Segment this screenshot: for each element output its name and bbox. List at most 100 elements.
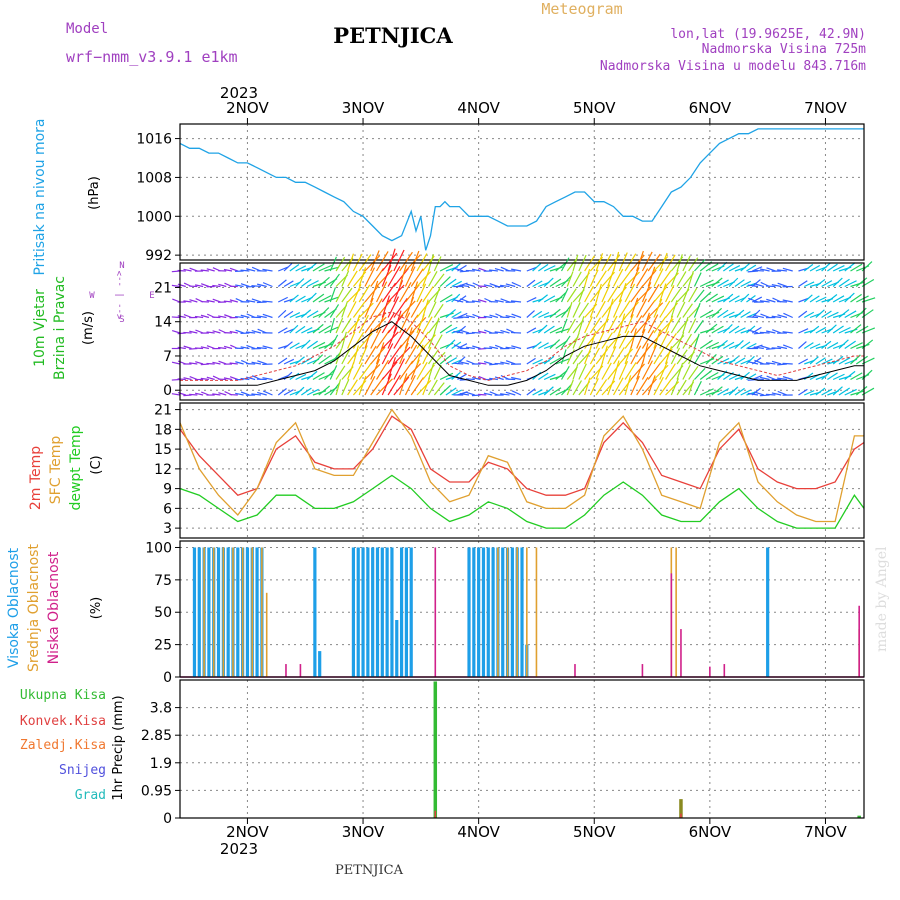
wind-arrow: [723, 341, 735, 350]
wind-arrow: [688, 379, 695, 396]
wind-arrow: [584, 346, 592, 365]
wind-arrow: [466, 391, 475, 396]
wind-arrow: [538, 311, 550, 319]
wind-arrow: [777, 269, 788, 272]
wind-arrow: [777, 282, 788, 288]
wind-arrow: [457, 356, 466, 365]
wind-arrow: [335, 256, 346, 272]
cloud-bar: [675, 547, 677, 677]
wind-arrow: [728, 264, 741, 272]
wind-arrow: [636, 250, 644, 272]
legend-konvek-kisa: Konvek.Kisa: [20, 714, 106, 729]
wind-arrow: [318, 264, 332, 272]
date-label-top: 7NOV: [804, 99, 847, 117]
cloud-bar: [261, 547, 263, 677]
wind-arrow: [798, 310, 808, 318]
wind-arrow: [601, 362, 612, 380]
wind-arrow: [584, 364, 596, 380]
wind-arrow: [613, 347, 625, 365]
wind-arrow: [183, 268, 192, 272]
cloud-bar: [212, 547, 215, 677]
cloud-bar: [351, 547, 356, 677]
compass-north: N: [119, 261, 124, 271]
wind-arrow: [235, 284, 244, 288]
cloud-ylabel-1: Visoka Oblacnost: [6, 547, 22, 668]
wind-arrow: [289, 264, 300, 272]
wind-arrow: [618, 348, 634, 365]
wind-arrow: [532, 389, 543, 396]
wind-arrow: [500, 361, 510, 365]
wind-arrow: [312, 354, 324, 365]
temperature-ytick-label: 15: [154, 442, 172, 458]
wind-arrow: [505, 315, 516, 319]
wind-arrow: [728, 295, 740, 303]
cloud-bar: [467, 547, 471, 677]
wind-arrow: [489, 282, 499, 288]
wind-arrow: [630, 363, 645, 380]
temperature-ytick-label: 9: [163, 482, 172, 498]
temperature-frame: [179, 402, 865, 539]
wind-arrow: [393, 328, 407, 349]
wind-arrow: [347, 253, 355, 272]
wind-arrow: [815, 296, 827, 303]
wind-arrow: [494, 331, 504, 334]
wind-arrow: [206, 376, 215, 381]
precip-ylabel: 1hr Precip (mm): [111, 695, 126, 800]
cloud-bar: [641, 664, 644, 677]
wind-arrow: [295, 325, 306, 334]
wind-arrow: [324, 368, 336, 380]
cloud-bar: [226, 547, 230, 677]
wind-arrow: [636, 298, 647, 318]
wind-arrow: [306, 310, 319, 319]
wind-arrow: [705, 293, 718, 303]
wind-arrow: [543, 325, 555, 334]
wind-arrow: [301, 309, 312, 318]
cloud-bar: [222, 547, 225, 677]
wind-arrow: [277, 357, 288, 365]
wind-arrow: [511, 376, 522, 381]
wind-arrow: [251, 284, 261, 288]
wind-compass: N W E S <-- | -->: [89, 261, 154, 325]
wind-arrow: [766, 330, 776, 334]
wind-arrow: [358, 267, 367, 287]
wind-arrow: [740, 341, 751, 349]
wind-arrow: [422, 316, 433, 334]
wind-arrow: [183, 300, 192, 303]
wind-arrow: [364, 345, 377, 365]
wind-arrow: [352, 345, 359, 365]
wind-arrow: [526, 266, 537, 272]
wind-arrow: [312, 293, 325, 303]
wind-arrow: [347, 331, 356, 349]
wind-ylabel-3: (m/s): [81, 311, 96, 345]
wind-arrow: [318, 385, 331, 396]
wind-arrow: [500, 298, 510, 303]
wind-arrow: [589, 269, 599, 287]
wind-arrow: [223, 377, 233, 381]
wind-arrow: [693, 333, 700, 349]
wind-arrow: [489, 346, 499, 350]
wind-arrow: [754, 359, 765, 365]
cloud-bar: [251, 547, 254, 677]
wind-arrow: [445, 326, 458, 334]
wind-arrow: [782, 344, 793, 350]
wind-arrow: [607, 285, 619, 303]
wind-arrow: [229, 299, 238, 303]
pressure-ytick-label: 1000: [136, 209, 172, 225]
precip-bar: [679, 799, 683, 818]
wind-arrow: [572, 363, 579, 380]
wind-arrow: [641, 282, 652, 303]
wind-arrow: [827, 294, 838, 303]
wind-arrow: [422, 377, 431, 396]
wind-arrow: [451, 263, 461, 272]
wind-arrow: [734, 279, 745, 287]
wind-arrow: [653, 376, 664, 396]
wind-arrow: [746, 325, 756, 334]
wind-arrow: [641, 343, 649, 365]
wind-ylabel-2: Brzina i Pravac: [52, 276, 68, 380]
wind-arrow: [607, 346, 617, 365]
wind-arrow: [277, 279, 287, 287]
wind-arrow: [549, 326, 563, 334]
wind-arrow: [465, 378, 475, 381]
wind-arrow: [262, 345, 273, 350]
